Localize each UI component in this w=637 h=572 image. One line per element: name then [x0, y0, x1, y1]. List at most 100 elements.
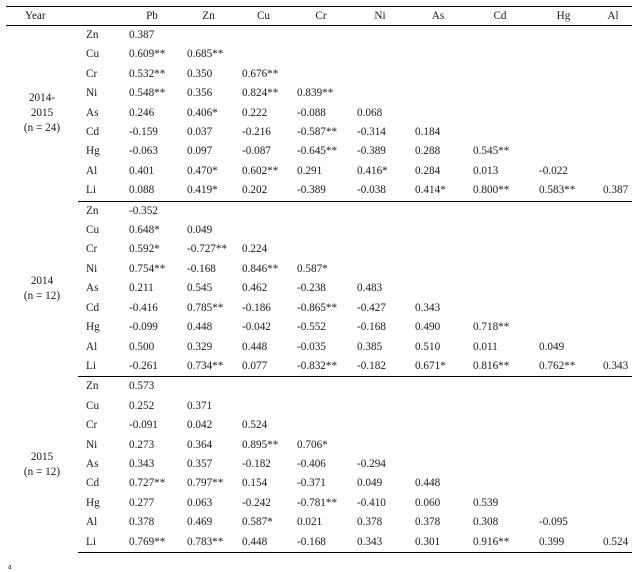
correlation-cell [409, 104, 467, 123]
correlation-cell [409, 221, 467, 240]
column-header-as: As [409, 6, 467, 26]
correlation-cell: -0.159 [129, 126, 158, 139]
correlation-cell [594, 513, 632, 532]
row-variable: Li [78, 356, 123, 378]
correlation-cell [409, 84, 467, 103]
correlation-cell: 0.587* [297, 262, 328, 275]
row-variable: Cd [86, 301, 100, 314]
correlation-cell [467, 65, 533, 84]
correlation-cell: 0.545** [473, 145, 510, 158]
header-row: Year Pb Zn Cu Cr Ni As Cd Hg Al [6, 6, 632, 26]
table-row: Cr 0.592* -0.727** 0.224 [6, 240, 632, 259]
correlation-cell [409, 455, 467, 474]
correlation-cell [533, 240, 594, 259]
row-variable: As [86, 282, 99, 295]
row-variable: Cu [86, 224, 100, 237]
correlation-cell [409, 201, 467, 221]
table-row: Cr 0.532** 0.350 0.676** [6, 65, 632, 84]
correlation-cell: 0.097 [187, 145, 213, 158]
correlation-cell: 0.222 [242, 106, 268, 119]
table-row: Ni 0.548** 0.356 0.824** 0.839** [6, 84, 632, 103]
column-header-cu: Cu [236, 6, 291, 26]
correlation-cell: 0.416* [357, 164, 388, 177]
correlation-cell [351, 397, 409, 416]
correlation-cell [409, 26, 467, 46]
correlation-cell [467, 279, 533, 298]
correlation-cell [467, 397, 533, 416]
correlation-cell [351, 26, 409, 46]
correlation-cell: 0.356 [187, 87, 213, 100]
correlation-cell: 0.364 [187, 438, 213, 451]
table-row: As 0.246 0.406* 0.222 -0.088 0.068 [6, 104, 632, 123]
correlation-cell: 0.077 [236, 356, 291, 378]
row-variable: Ni [86, 438, 98, 451]
table-row: Hg -0.099 0.448 -0.042 -0.552 -0.168 0.490 0.71… [6, 318, 632, 337]
correlation-cell: 0.021 [297, 516, 323, 529]
correlation-cell: 0.783** [181, 532, 236, 553]
column-header-ni: Ni [351, 6, 409, 26]
correlation-cell: -0.587** [297, 126, 338, 139]
correlation-cell: 0.483 [357, 282, 383, 295]
row-variable: Cr [86, 419, 98, 432]
correlation-cell [533, 260, 594, 279]
correlation-cell [594, 397, 632, 416]
correlation-cell [409, 436, 467, 455]
correlation-cell: 0.469 [187, 516, 213, 529]
correlation-cell: -0.389 [291, 181, 351, 202]
correlation-cell: 0.448 [236, 532, 291, 553]
correlation-cell [236, 397, 291, 416]
correlation-cell: -0.099 [129, 321, 158, 334]
correlation-cell: -0.314 [357, 126, 386, 139]
year-label: 2014 (n = 12) [6, 201, 78, 377]
correlation-cell: -0.216 [242, 126, 271, 139]
correlation-cell [291, 221, 351, 240]
correlation-cell [594, 84, 632, 103]
correlation-cell [533, 474, 594, 493]
correlation-cell [594, 260, 632, 279]
correlation-cell: 0.343 [415, 301, 441, 314]
correlation-cell: 0.602** [242, 164, 279, 177]
correlation-cell: -0.022 [539, 164, 568, 177]
correlation-cell: -0.416 [129, 301, 158, 314]
correlation-cell [594, 279, 632, 298]
correlation-cell [409, 397, 467, 416]
correlation-cell [594, 26, 632, 46]
correlation-cell: 0.387 [129, 29, 155, 41]
correlation-cell: 0.291 [297, 164, 323, 177]
correlation-cell [533, 318, 594, 337]
year-label: 2015 (n = 12) [6, 377, 78, 553]
correlation-cell [467, 260, 533, 279]
correlation-cell [594, 240, 632, 259]
correlation-cell: 0.343 [594, 356, 632, 378]
year-label: 2014- 2015 (n = 24) [6, 26, 78, 202]
correlation-cell [291, 377, 351, 397]
year-group: 2014 (n = 12) Zn -0.352 Cu 0.648* 0.049 Cr 0.592… [6, 201, 632, 378]
row-variable: Ni [86, 262, 98, 275]
correlation-cell [351, 45, 409, 64]
correlation-cell [409, 416, 467, 435]
table-row: Cr -0.091 0.042 0.524 [6, 416, 632, 435]
correlation-cell: 0.399 [533, 532, 594, 553]
correlation-cell [533, 65, 594, 84]
correlation-cell [467, 84, 533, 103]
table-row: Li 0.088 0.419* 0.202 -0.389 -0.038 0.414* 0.80… [6, 181, 632, 202]
correlation-cell [351, 84, 409, 103]
correlation-cell: 0.800** [467, 181, 533, 202]
table-row: Li 0.769** 0.783** 0.448 -0.168 0.343 0.301 0.9… [6, 532, 632, 553]
year-label-line: (n = 12) [23, 465, 61, 478]
correlation-cell [351, 65, 409, 84]
correlation-cell [533, 45, 594, 64]
correlation-cell [594, 142, 632, 161]
correlation-cell [291, 397, 351, 416]
correlation-cell [409, 240, 467, 259]
correlation-cell [351, 260, 409, 279]
correlation-cell: -0.088 [297, 106, 326, 119]
correlation-cell: 0.378 [415, 516, 441, 529]
row-variable: Cu [86, 48, 100, 61]
correlation-cell: 0.419* [181, 181, 236, 202]
row-variable: Li [78, 532, 123, 553]
correlation-cell: -0.371 [297, 477, 326, 490]
footnote-mark: a [8, 562, 12, 571]
correlation-cell: 0.343 [129, 457, 155, 470]
table-row: 2014- 2015 (n = 24) Zn 0.387 [6, 26, 632, 134]
